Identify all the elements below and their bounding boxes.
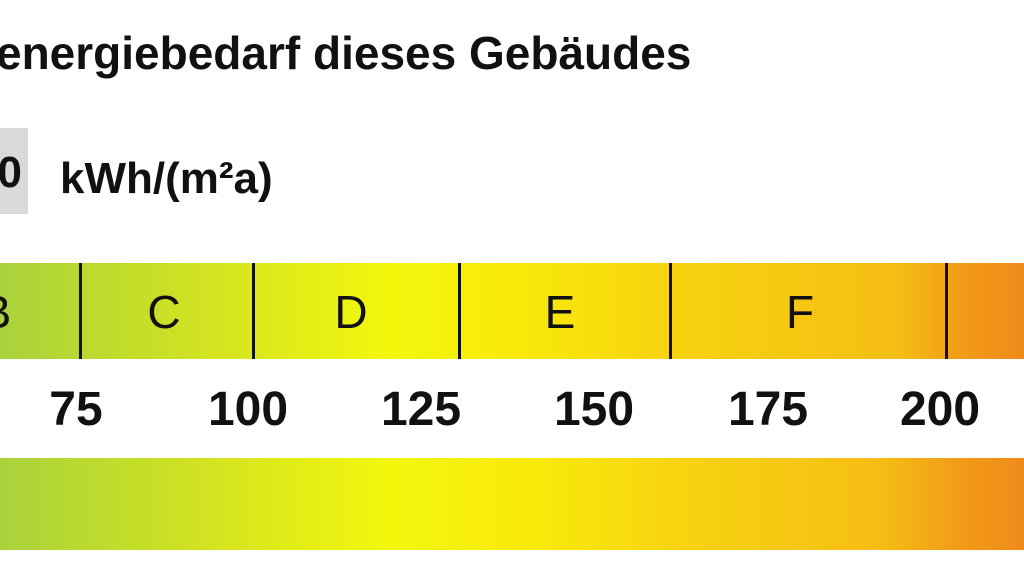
class-label-d: D (334, 286, 368, 338)
class-label-c: C (147, 286, 181, 338)
class-divider (252, 263, 255, 359)
scale-tick: 125 (380, 383, 462, 436)
class-divider (945, 263, 948, 359)
energy-value: 0 (0, 148, 22, 197)
scale-tick: 200 (899, 383, 981, 436)
scale-tick: 75 (49, 383, 103, 436)
scale-tick: 175 (727, 383, 809, 436)
energy-value-box: 0 (0, 128, 28, 214)
energy-color-scale (0, 458, 1024, 550)
class-label-b: B (0, 285, 11, 339)
class-label-f: F (785, 286, 815, 338)
energy-unit: kWh/(m²a) (60, 154, 273, 203)
class-label-e: E (544, 286, 576, 338)
scale-tick: 150 (553, 383, 635, 436)
energy-demand-title: energiebedarf dieses Gebäudes (0, 27, 692, 79)
class-divider (669, 263, 672, 359)
efficiency-class-band: B C D E F (0, 263, 1024, 359)
scale-tick: 100 (207, 383, 289, 436)
class-divider (458, 263, 461, 359)
class-divider (79, 263, 82, 359)
